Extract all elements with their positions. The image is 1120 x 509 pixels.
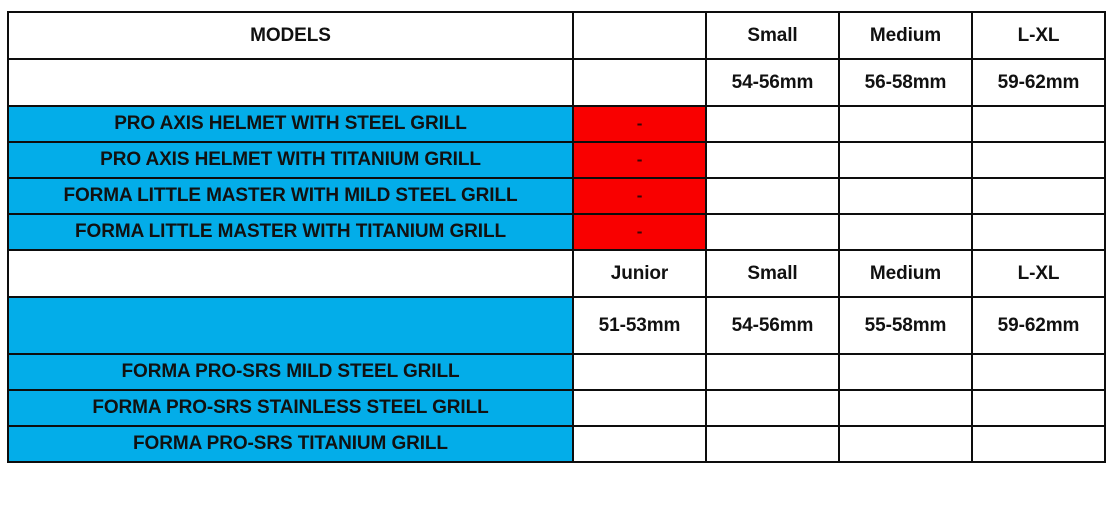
availability-cell-medium [838,213,973,251]
header-cell-junior-s2: Junior [572,249,707,298]
availability-cell-medium [838,141,973,179]
model-name: FORMA PRO-SRS STAINLESS STEEL GRILL [7,389,574,427]
availability-cell-junior [572,353,707,391]
unavailable-dash-icon: - [636,222,643,241]
model-name: FORMA LITTLE MASTER WITH TITANIUM GRILL [7,213,574,251]
header-cell-small-s1: Small [705,11,840,60]
header-row-label-s2 [7,249,574,298]
unavailable-dash-icon: - [636,114,643,133]
size-cell-junior-s2: 51-53mm [572,296,707,355]
header-cell-junior-s1 [572,11,707,60]
table-row: PRO AXIS HELMET WITH TITANIUM GRILL - [7,141,1106,179]
availability-cell-junior: - [572,213,707,251]
table-row: FORMA LITTLE MASTER WITH MILD STEEL GRIL… [7,177,1106,215]
availability-cell-small [705,213,840,251]
availability-cell-lxl [971,425,1106,463]
page-title: MODELS [7,11,574,60]
table-size-row-s1: 54-56mm 56-58mm 59-62mm [7,58,1106,107]
header-cell-lxl-s1: L-XL [971,11,1106,60]
availability-cell-small [705,425,840,463]
availability-cell-medium [838,425,973,463]
table-row: FORMA PRO-SRS TITANIUM GRILL [7,425,1106,463]
header-cell-lxl-s2: L-XL [971,249,1106,298]
size-cell-lxl-s1: 59-62mm [971,58,1106,107]
helmet-size-chart-table: MODELS Small Medium L-XL 54-56mm 56-58mm… [7,11,1106,463]
unavailable-dash-icon: - [636,150,643,169]
availability-cell-junior: - [572,141,707,179]
availability-cell-lxl [971,213,1106,251]
table-row: FORMA PRO-SRS MILD STEEL GRILL [7,353,1106,391]
table-header-row-s2: Junior Small Medium L-XL [7,249,1106,298]
model-name: PRO AXIS HELMET WITH STEEL GRILL [7,105,574,143]
availability-cell-small [705,141,840,179]
availability-cell-lxl [971,105,1106,143]
availability-cell-junior [572,425,707,463]
model-name: PRO AXIS HELMET WITH TITANIUM GRILL [7,141,574,179]
size-cell-lxl-s2: 59-62mm [971,296,1106,355]
size-cell-small-s2: 54-56mm [705,296,840,355]
table-size-row-s2: 51-53mm 54-56mm 55-58mm 59-62mm [7,296,1106,355]
availability-cell-junior: - [572,177,707,215]
availability-cell-small [705,177,840,215]
availability-cell-lxl [971,177,1106,215]
availability-cell-lxl [971,389,1106,427]
availability-cell-medium [838,389,973,427]
table-row: PRO AXIS HELMET WITH STEEL GRILL - [7,105,1106,143]
header-cell-medium-s1: Medium [838,11,973,60]
table-row: FORMA LITTLE MASTER WITH TITANIUM GRILL … [7,213,1106,251]
availability-cell-small [705,105,840,143]
table-header-row-models: MODELS Small Medium L-XL [7,11,1106,60]
availability-cell-medium [838,353,973,391]
availability-cell-lxl [971,353,1106,391]
header-cell-medium-s2: Medium [838,249,973,298]
model-name: FORMA PRO-SRS MILD STEEL GRILL [7,353,574,391]
availability-cell-lxl [971,141,1106,179]
availability-cell-medium [838,177,973,215]
model-name: FORMA LITTLE MASTER WITH MILD STEEL GRIL… [7,177,574,215]
size-row-label-s2 [7,296,574,355]
model-name: FORMA PRO-SRS TITANIUM GRILL [7,425,574,463]
size-cell-medium-s1: 56-58mm [838,58,973,107]
availability-cell-medium [838,105,973,143]
size-row-label-s1 [7,58,574,107]
header-cell-small-s2: Small [705,249,840,298]
availability-cell-small [705,353,840,391]
size-cell-medium-s2: 55-58mm [838,296,973,355]
size-cell-junior-s1 [572,58,707,107]
availability-cell-small [705,389,840,427]
table-row: FORMA PRO-SRS STAINLESS STEEL GRILL [7,389,1106,427]
availability-cell-junior: - [572,105,707,143]
size-cell-small-s1: 54-56mm [705,58,840,107]
unavailable-dash-icon: - [636,186,643,205]
availability-cell-junior [572,389,707,427]
